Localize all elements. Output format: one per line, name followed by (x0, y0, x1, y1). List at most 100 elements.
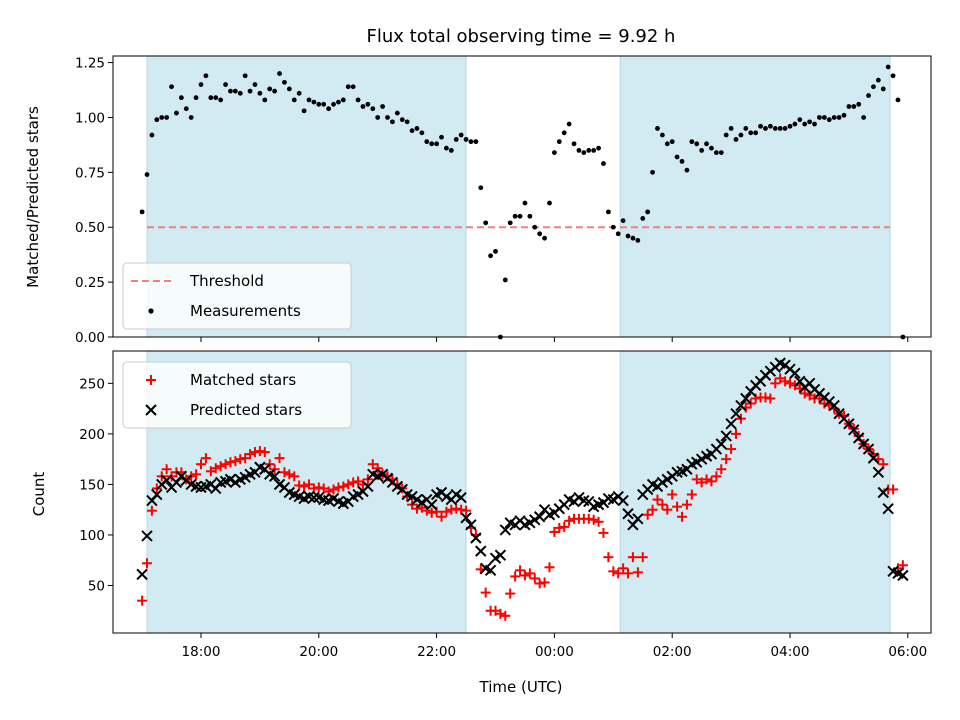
measurement-point (198, 82, 204, 87)
measurement-point (817, 115, 822, 120)
measurement-point (679, 158, 685, 164)
x-b (730, 407, 742, 420)
x-b (887, 565, 899, 578)
measurement-point (282, 79, 287, 85)
matched-star-point (480, 587, 491, 598)
predicted-star-point (136, 568, 148, 581)
measurement-point (439, 134, 444, 140)
measurement-point (763, 126, 768, 131)
measurement-point (875, 77, 881, 83)
measurement-point (385, 115, 390, 120)
x-b (573, 491, 585, 504)
x-b (725, 418, 737, 430)
matched-star-point (706, 476, 717, 487)
measurement-point (139, 209, 145, 215)
x-b (646, 478, 659, 491)
measurement-point (895, 97, 901, 103)
x-b (479, 562, 492, 575)
measurement-point (370, 106, 376, 112)
measurement-point (576, 147, 582, 153)
matched-star-point (215, 461, 226, 472)
x-b (789, 367, 801, 379)
matched-star-point (598, 527, 609, 538)
x-tick-label: 20:00 (299, 644, 338, 660)
x-b (308, 491, 320, 504)
predicted-star-point (882, 502, 894, 515)
predicted-star-point (141, 530, 153, 542)
x-b (367, 468, 379, 481)
matched-star-point (608, 566, 619, 577)
measurement-point (213, 95, 219, 101)
y-tick-label: 1.00 (75, 110, 105, 126)
predicted-star-point (877, 486, 889, 499)
matched-star-point (451, 503, 462, 514)
measurement-point (169, 84, 174, 90)
x-b (332, 495, 345, 508)
matched-star-point (161, 464, 172, 475)
measurement-point (174, 110, 179, 116)
measurement-point (375, 115, 381, 120)
matched-star-point (721, 454, 732, 465)
predicted-star-point (362, 480, 374, 493)
x-b (254, 461, 266, 473)
measurement-point (316, 101, 322, 107)
matched-star-point (632, 567, 643, 578)
matched-star-point (677, 511, 688, 522)
x-b (774, 357, 786, 369)
matched-star-point (426, 507, 437, 518)
axes-frame (112, 55, 932, 338)
measurement-point (542, 235, 547, 241)
measurement-point (610, 224, 616, 230)
measurement-point (615, 231, 621, 237)
x-b (882, 502, 894, 515)
matched-star-point (142, 558, 153, 569)
x-b (160, 474, 173, 487)
matched-star-point (500, 610, 511, 621)
matched-star-point (799, 388, 810, 399)
measurement-point (713, 150, 719, 155)
measurement-point (655, 126, 660, 131)
matched-star-point (230, 456, 241, 467)
matched-star-point (711, 471, 722, 482)
x-tick-label: 06:00 (888, 644, 927, 660)
measurement-point (483, 220, 489, 226)
x-b (283, 486, 296, 499)
measurement-point (291, 97, 297, 103)
matched-star-point (289, 471, 300, 482)
measurement-point (493, 248, 498, 254)
measurement-point (311, 99, 317, 105)
measurement-point (684, 167, 690, 173)
measurement-point (792, 121, 798, 127)
measurement-point (321, 101, 327, 107)
x-b (632, 513, 644, 525)
measurement-point (561, 130, 567, 136)
matched-star-point (534, 578, 545, 589)
predicted-star-point (475, 545, 487, 557)
matched-star-point (662, 504, 673, 515)
x-b (450, 488, 462, 501)
x-b (563, 493, 575, 506)
measurement-point (748, 130, 754, 136)
predicted-star-point (848, 424, 860, 436)
matched-star-point (618, 563, 629, 574)
y-tick-label: 250 (79, 376, 105, 392)
matched-star-point (672, 501, 683, 512)
measurement-point (448, 147, 454, 153)
measurement-point (630, 235, 636, 241)
x-b (406, 490, 418, 503)
measurement-point (463, 137, 469, 142)
measurement-point (355, 97, 361, 103)
matched-star-point (348, 477, 359, 488)
measurement-point (709, 145, 714, 151)
x-b (617, 494, 629, 507)
measurement-point (502, 277, 508, 283)
matched-star-point (249, 447, 260, 458)
matched-star-point (583, 513, 594, 524)
predicted-star-point (470, 532, 482, 544)
measurement-point (758, 123, 763, 129)
measurement-point (164, 115, 170, 120)
measurement-point (326, 106, 332, 112)
predicted-star-point (715, 438, 727, 450)
measurement-point (252, 82, 258, 87)
legend-x-swatch (145, 404, 157, 416)
